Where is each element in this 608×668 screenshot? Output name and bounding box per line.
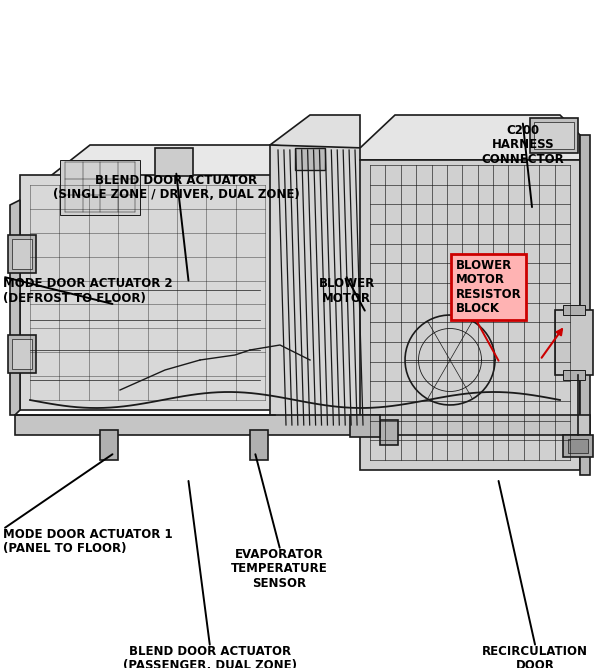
Polygon shape <box>15 415 590 435</box>
Bar <box>8 335 36 373</box>
Bar <box>555 310 593 375</box>
Bar <box>250 430 268 460</box>
Bar <box>8 235 36 273</box>
Bar <box>568 439 588 453</box>
Text: BLOWER
MOTOR: BLOWER MOTOR <box>319 277 375 305</box>
Polygon shape <box>10 200 20 415</box>
Text: MODE DOOR ACTUATOR 2
(DEFROST TO FLOOR): MODE DOOR ACTUATOR 2 (DEFROST TO FLOOR) <box>3 277 173 305</box>
Bar <box>12 239 32 269</box>
Bar <box>295 148 325 170</box>
Text: BLEND DOOR ACTUATOR
(SINGLE ZONE / DRIVER, DUAL ZONE): BLEND DOOR ACTUATOR (SINGLE ZONE / DRIVE… <box>53 174 300 201</box>
Polygon shape <box>270 115 360 148</box>
Bar <box>563 370 585 380</box>
Bar <box>530 118 578 153</box>
Polygon shape <box>360 115 580 160</box>
Bar <box>534 122 574 149</box>
Polygon shape <box>20 145 275 225</box>
Bar <box>350 415 380 437</box>
Text: MODE DOOR ACTUATOR 1
(PANEL TO FLOOR): MODE DOOR ACTUATOR 1 (PANEL TO FLOOR) <box>3 528 173 555</box>
Text: BLOWER
MOTOR
RESISTOR
BLOCK: BLOWER MOTOR RESISTOR BLOCK <box>456 259 522 315</box>
Polygon shape <box>20 175 275 410</box>
Bar <box>155 148 193 176</box>
Text: C200
HARNESS
CONNECTOR: C200 HARNESS CONNECTOR <box>482 124 564 166</box>
Bar <box>563 435 593 457</box>
Text: BLEND DOOR ACTUATOR
(PASSENGER, DUAL ZONE): BLEND DOOR ACTUATOR (PASSENGER, DUAL ZON… <box>123 645 297 668</box>
Bar <box>563 305 585 315</box>
Bar <box>380 420 398 445</box>
Text: EVAPORATOR
TEMPERATURE
SENSOR: EVAPORATOR TEMPERATURE SENSOR <box>231 548 328 590</box>
Bar <box>12 339 32 369</box>
Bar <box>60 160 140 215</box>
Polygon shape <box>270 145 365 430</box>
Text: RECIRCULATION
DOOR
ACTUATOR: RECIRCULATION DOOR ACTUATOR <box>482 645 588 668</box>
Polygon shape <box>360 160 580 470</box>
Bar <box>100 430 118 460</box>
Polygon shape <box>580 135 590 475</box>
